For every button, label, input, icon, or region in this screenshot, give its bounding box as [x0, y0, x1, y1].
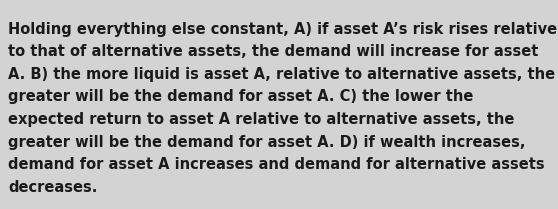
Text: to that of alternative assets, the demand will increase for asset: to that of alternative assets, the deman…: [8, 45, 538, 60]
Text: Holding everything else constant, A) if asset A’s risk rises relative: Holding everything else constant, A) if …: [8, 22, 557, 37]
Text: greater will be the demand for asset A. D) if wealth increases,: greater will be the demand for asset A. …: [8, 135, 526, 149]
Text: greater will be the demand for asset A. C) the lower the: greater will be the demand for asset A. …: [8, 89, 473, 104]
Text: demand for asset A increases and demand for alternative assets: demand for asset A increases and demand …: [8, 157, 545, 172]
Text: expected return to asset A relative to alternative assets, the: expected return to asset A relative to a…: [8, 112, 514, 127]
Text: decreases.: decreases.: [8, 180, 98, 195]
Text: A. B) the more liquid is asset A, relative to alternative assets, the: A. B) the more liquid is asset A, relati…: [8, 67, 555, 82]
